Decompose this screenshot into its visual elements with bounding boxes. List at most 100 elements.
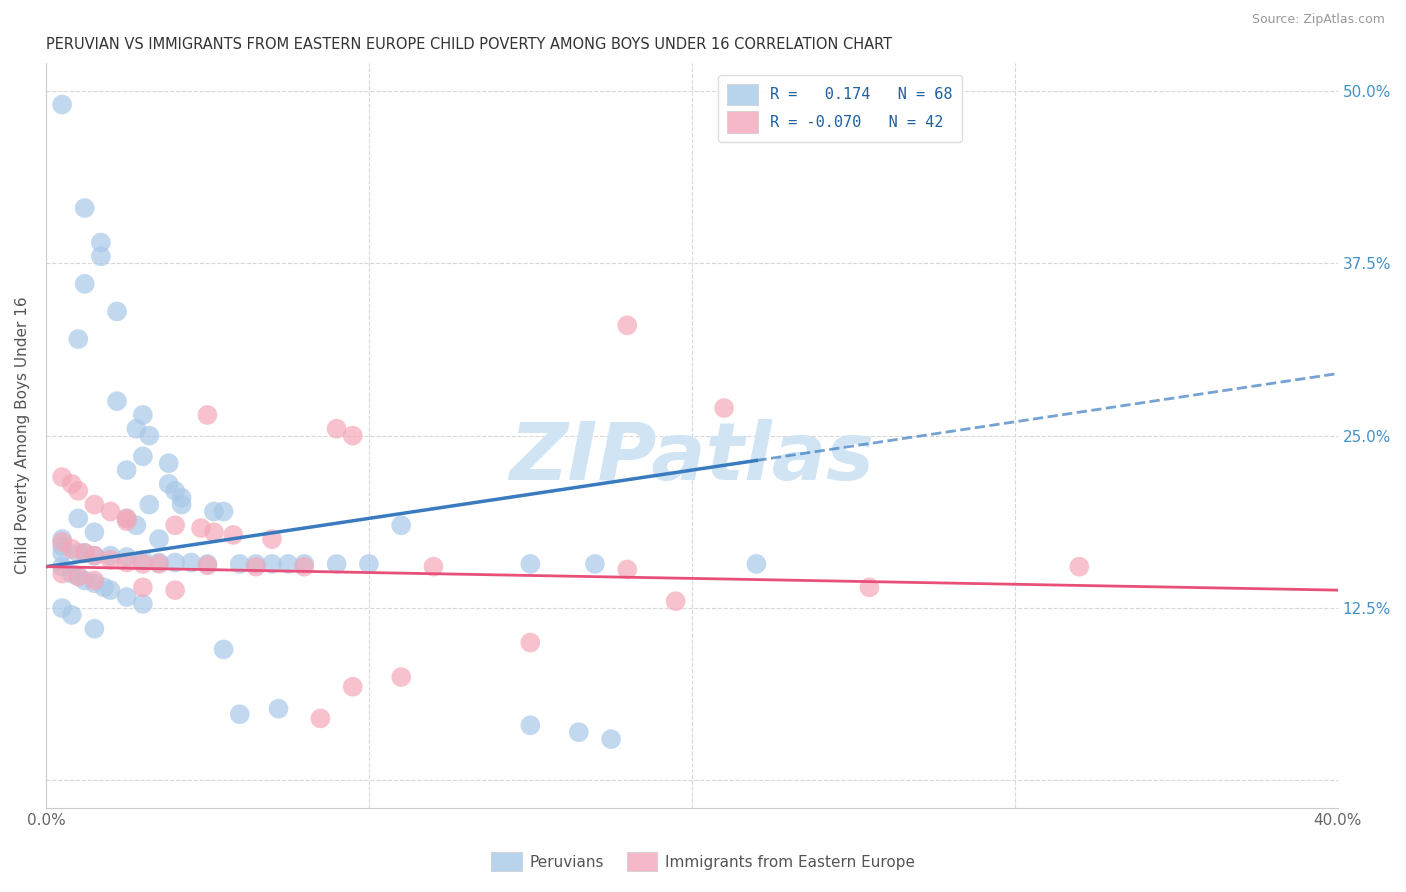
- Point: [132, 408, 155, 422]
- Point: [51, 534, 73, 549]
- Point: [228, 707, 250, 722]
- Point: [165, 483, 187, 498]
- Point: [325, 557, 347, 571]
- Point: [51, 532, 73, 546]
- Point: [157, 456, 180, 470]
- Point: [115, 463, 138, 477]
- Point: [745, 557, 768, 571]
- Point: [51, 97, 73, 112]
- Point: [197, 558, 219, 573]
- Point: [245, 559, 267, 574]
- Point: [73, 277, 96, 291]
- Point: [83, 498, 105, 512]
- Point: [519, 557, 541, 571]
- Point: [190, 521, 212, 535]
- Point: [228, 557, 250, 571]
- Point: [115, 590, 138, 604]
- Point: [51, 470, 73, 484]
- Point: [583, 557, 606, 571]
- Point: [170, 491, 193, 505]
- Point: [342, 680, 364, 694]
- Point: [105, 394, 128, 409]
- Point: [132, 597, 155, 611]
- Point: [519, 635, 541, 649]
- Text: Source: ZipAtlas.com: Source: ZipAtlas.com: [1251, 13, 1385, 27]
- Point: [125, 518, 148, 533]
- Point: [60, 477, 83, 491]
- Text: ZIPatlas: ZIPatlas: [509, 419, 875, 497]
- Point: [132, 450, 155, 464]
- Text: PERUVIAN VS IMMIGRANTS FROM EASTERN EUROPE CHILD POVERTY AMONG BOYS UNDER 16 COR: PERUVIAN VS IMMIGRANTS FROM EASTERN EURO…: [46, 37, 891, 53]
- Point: [568, 725, 591, 739]
- Point: [67, 511, 90, 525]
- Point: [519, 718, 541, 732]
- Point: [51, 566, 73, 581]
- Point: [67, 569, 90, 583]
- Point: [83, 525, 105, 540]
- Point: [260, 557, 283, 571]
- Point: [132, 580, 155, 594]
- Point: [90, 235, 112, 250]
- Point: [100, 549, 122, 563]
- Point: [600, 732, 623, 747]
- Point: [267, 702, 290, 716]
- Legend: R =   0.174   N = 68, R = -0.070   N = 42: R = 0.174 N = 68, R = -0.070 N = 42: [718, 75, 962, 142]
- Point: [105, 304, 128, 318]
- Point: [115, 556, 138, 570]
- Point: [67, 569, 90, 583]
- Point: [197, 557, 219, 571]
- Point: [165, 583, 187, 598]
- Point: [292, 557, 315, 571]
- Point: [222, 528, 245, 542]
- Point: [67, 483, 90, 498]
- Point: [60, 607, 83, 622]
- Point: [73, 546, 96, 560]
- Point: [100, 553, 122, 567]
- Point: [616, 318, 638, 333]
- Point: [616, 562, 638, 576]
- Point: [713, 401, 735, 415]
- Point: [1069, 559, 1091, 574]
- Point: [115, 549, 138, 564]
- Point: [197, 408, 219, 422]
- Point: [83, 574, 105, 588]
- Point: [309, 711, 332, 725]
- Point: [389, 670, 412, 684]
- Point: [292, 559, 315, 574]
- Point: [100, 504, 122, 518]
- Point: [260, 532, 283, 546]
- Point: [422, 559, 444, 574]
- Point: [357, 557, 380, 571]
- Point: [212, 504, 235, 518]
- Point: [51, 546, 73, 560]
- Point: [170, 498, 193, 512]
- Point: [73, 201, 96, 215]
- Point: [60, 541, 83, 556]
- Point: [60, 566, 83, 581]
- Point: [67, 546, 90, 560]
- Point: [180, 556, 202, 570]
- Y-axis label: Child Poverty Among Boys Under 16: Child Poverty Among Boys Under 16: [15, 297, 30, 574]
- Point: [51, 601, 73, 615]
- Point: [165, 556, 187, 570]
- Point: [148, 557, 170, 571]
- Point: [138, 428, 160, 442]
- Point: [67, 332, 90, 346]
- Point: [83, 622, 105, 636]
- Point: [389, 518, 412, 533]
- Point: [148, 556, 170, 570]
- Point: [132, 557, 155, 571]
- Point: [138, 498, 160, 512]
- Point: [51, 559, 73, 574]
- Point: [277, 557, 299, 571]
- Point: [73, 574, 96, 588]
- Point: [83, 549, 105, 563]
- Point: [83, 576, 105, 591]
- Legend: Peruvians, Immigrants from Eastern Europe: Peruvians, Immigrants from Eastern Europ…: [485, 847, 921, 877]
- Point: [325, 422, 347, 436]
- Point: [115, 514, 138, 528]
- Point: [115, 511, 138, 525]
- Point: [665, 594, 688, 608]
- Point: [90, 249, 112, 263]
- Point: [148, 532, 170, 546]
